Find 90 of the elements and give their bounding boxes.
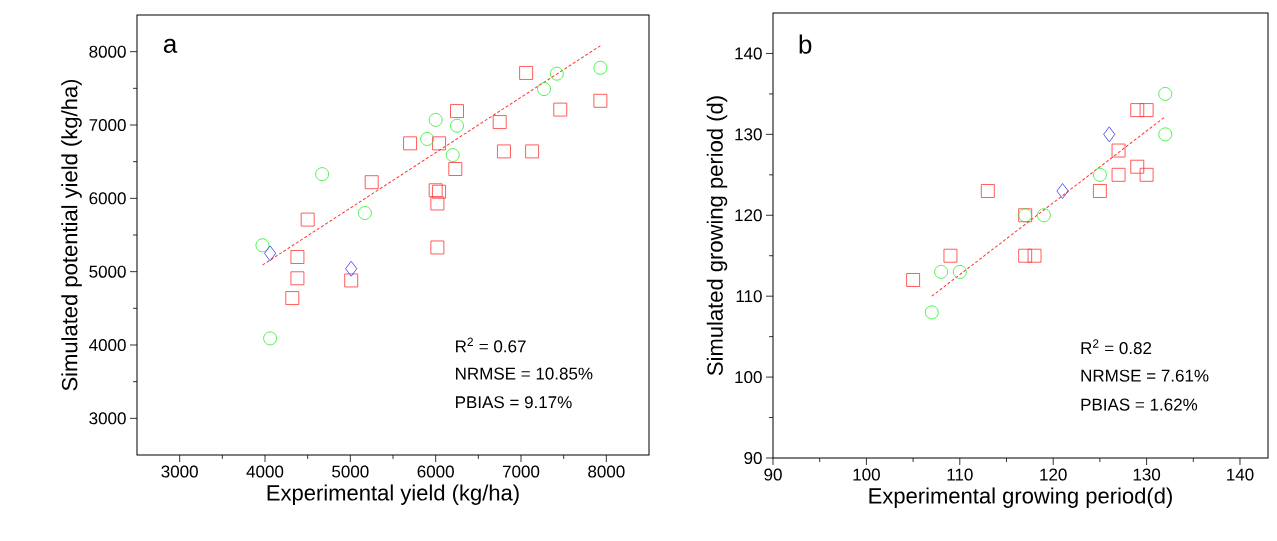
y-tick-label: 7000 — [89, 118, 126, 132]
annotation: PBIAS = 9.17% — [456, 396, 572, 409]
point — [445, 148, 460, 162]
annotation: PBIAS = 1.62% — [1081, 398, 1198, 411]
y-tick-label: 4000 — [89, 338, 126, 352]
point — [1111, 167, 1126, 182]
point — [593, 93, 608, 108]
y-tick-label: 3000 — [89, 412, 126, 425]
point — [1093, 167, 1107, 182]
annotation: R$^{2}$ = 0.67 — [456, 337, 526, 353]
y-tick-label: 130 — [735, 128, 762, 141]
x-tick-label: 7000 — [502, 465, 540, 478]
point — [263, 331, 278, 346]
point — [448, 162, 463, 176]
y-tick-label: 120 — [735, 209, 762, 222]
x-tick-label: 120 — [1040, 468, 1067, 481]
x-tick-label: 90 — [764, 468, 782, 481]
point — [344, 273, 359, 288]
point — [1018, 248, 1033, 263]
point — [450, 104, 464, 118]
point — [1093, 184, 1107, 198]
point — [1130, 103, 1145, 117]
point — [1111, 143, 1126, 158]
point — [525, 144, 539, 159]
x-tick-label: 110 — [947, 468, 973, 481]
y-axis-title: Simulated potential yield (kg/ha) — [61, 79, 82, 391]
point — [934, 265, 949, 279]
y-tick-label: 90 — [744, 451, 762, 465]
point — [290, 250, 305, 264]
y-tick-label: 8000 — [89, 45, 126, 58]
point — [432, 136, 446, 151]
y-tick-label: 140 — [735, 47, 762, 60]
x-tick-label: 6000 — [417, 465, 454, 478]
point — [593, 60, 608, 75]
point — [1130, 159, 1145, 174]
point — [357, 206, 372, 220]
x-axis-title: Experimental yield (kg/ha) — [267, 484, 519, 505]
point — [285, 291, 300, 305]
point — [315, 167, 330, 182]
annotation: b — [799, 34, 812, 54]
x-tick-label: 4000 — [246, 465, 284, 478]
x-tick-label: 130 — [1133, 468, 1161, 481]
point — [519, 66, 534, 80]
point — [1139, 103, 1154, 117]
point — [1103, 126, 1116, 143]
x-axis-title: Experimental growing period(d) — [869, 487, 1172, 508]
point — [1139, 167, 1154, 182]
point — [403, 136, 417, 151]
point — [1056, 183, 1069, 199]
point — [1158, 87, 1173, 101]
point — [549, 66, 564, 81]
x-tick-label: 8000 — [588, 465, 625, 478]
point — [290, 271, 305, 286]
point — [430, 240, 445, 255]
annotation: NRMSE = 7.61% — [1081, 369, 1209, 382]
point — [537, 82, 551, 96]
y-tick-label: 5000 — [89, 265, 126, 278]
point — [430, 196, 445, 211]
point — [1158, 127, 1173, 142]
point — [428, 112, 443, 127]
point — [952, 265, 967, 279]
point — [450, 118, 464, 133]
point — [943, 248, 958, 263]
point — [264, 245, 277, 262]
point — [906, 273, 920, 287]
y-axis-title: Simulated growing period (d) — [706, 96, 728, 376]
x-tick-label: 3000 — [161, 465, 198, 478]
point — [300, 212, 315, 227]
annotation: R$^{2}$ = 0.82 — [1081, 339, 1152, 355]
point — [1036, 208, 1051, 223]
point — [345, 260, 358, 277]
point — [255, 238, 270, 253]
point — [1027, 248, 1042, 263]
y-tick-label: 110 — [736, 290, 762, 303]
x-tick-label: 100 — [853, 468, 880, 481]
point — [432, 184, 446, 199]
y-tick-label: 6000 — [89, 192, 126, 205]
y-tick-label: 100 — [735, 371, 762, 384]
x-tick-label: 5000 — [332, 465, 369, 478]
x-tick-label: 140 — [1227, 468, 1254, 481]
point — [428, 183, 443, 198]
point — [924, 305, 939, 320]
point — [553, 102, 568, 117]
annotation: a — [163, 38, 178, 53]
point — [980, 184, 995, 198]
annotation: NRMSE = 10.85% — [456, 367, 593, 380]
point — [364, 175, 379, 190]
point — [497, 144, 511, 159]
point — [420, 132, 435, 146]
point — [492, 115, 507, 129]
